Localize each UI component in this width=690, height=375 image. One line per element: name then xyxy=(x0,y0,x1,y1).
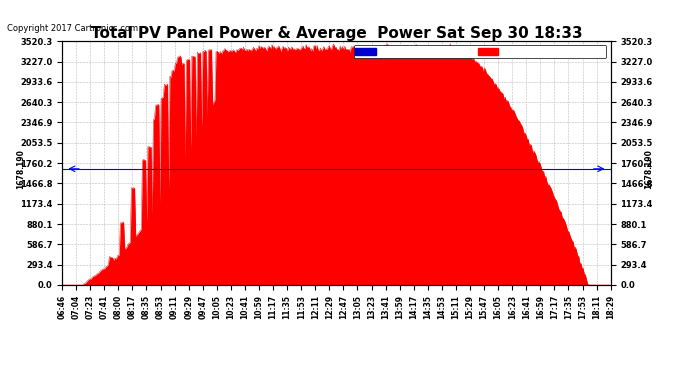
Text: 1678.190: 1678.190 xyxy=(17,149,26,189)
Text: Copyright 2017 Cartronics.com: Copyright 2017 Cartronics.com xyxy=(7,24,138,33)
Legend: Average  (DC Watts), PV Panels  (DC Watts): Average (DC Watts), PV Panels (DC Watts) xyxy=(354,45,607,58)
Text: 1678.190: 1678.190 xyxy=(644,149,653,189)
Title: Total PV Panel Power & Average  Power Sat Sep 30 18:33: Total PV Panel Power & Average Power Sat… xyxy=(90,26,582,41)
